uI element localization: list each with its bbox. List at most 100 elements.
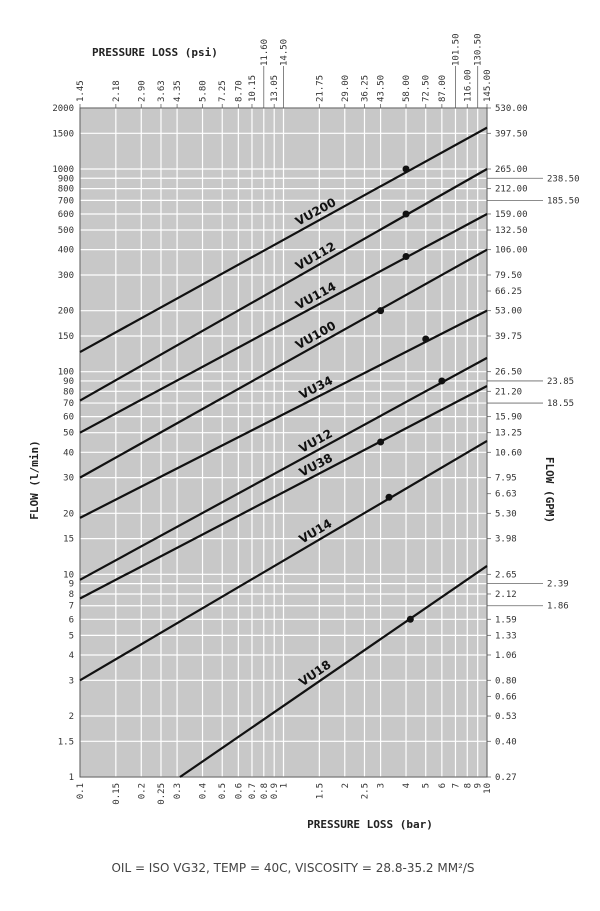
y2-tick-label: 132.50 (495, 226, 528, 236)
x-tick-label: 8 (463, 783, 473, 788)
x2-tick-label: 130.50 (474, 33, 484, 66)
x-tick-label: 7 (451, 783, 461, 788)
x-tick-label: 2.5 (360, 783, 370, 799)
x2-tick-label: 14.50 (280, 39, 290, 66)
y2-tick-label: 1.33 (495, 631, 517, 641)
x2-tick-label: 4.35 (173, 80, 183, 102)
x-tick-label: 9 (474, 783, 484, 788)
x-tick-label: 0.1 (76, 783, 86, 799)
plot-frame (79, 107, 488, 778)
x2-tick-label: 72.50 (422, 75, 432, 102)
y2-tick-label: 2.65 (495, 570, 517, 580)
x-tick-label: 5 (422, 783, 432, 788)
y2-tick-label: 15.90 (495, 413, 522, 423)
y-tick-label: 2 (69, 712, 74, 722)
flow-line (79, 168, 488, 402)
y-tick-label: 600 (58, 210, 74, 220)
x2-tick-label: 87.00 (438, 75, 448, 102)
y-tick-label: 15 (63, 535, 74, 545)
y-tick-label: 70 (63, 399, 74, 409)
x-tick-label: 2 (341, 783, 351, 788)
y2-tick-label: 6.63 (495, 490, 517, 500)
x-tick-label: 0.6 (234, 783, 244, 799)
x-tick-label: 1 (280, 783, 290, 788)
flow-line (79, 309, 488, 519)
x2-tick-label: 11.60 (260, 39, 270, 66)
x2-tick-label: 43.50 (377, 75, 387, 102)
x-tick-label: 1.5 (315, 783, 325, 799)
x2-tick-label: 2.90 (137, 80, 147, 102)
y2-tick-label: 0.53 (495, 712, 517, 722)
x-tick-label: 0.2 (137, 783, 147, 799)
y2-tick-label: 1.59 (495, 615, 517, 625)
y2-tick-label: 0.27 (495, 773, 517, 783)
x-tick-label: 10 (483, 783, 493, 794)
y-tick-label: 40 (63, 448, 74, 458)
x-tick-label: 6 (438, 783, 448, 788)
y2-axis-label: FLOW (GPM) (543, 457, 556, 523)
y2-tick-label: 5.30 (495, 509, 517, 519)
x2-tick-label: 3.63 (157, 80, 167, 102)
x-tick-label: 0.5 (218, 783, 228, 799)
y-axis-label: FLOW (l/min) (28, 440, 41, 519)
y-tick-label: 2000 (52, 104, 74, 114)
y-tick-label: 150 (58, 332, 74, 342)
y-tick-label: 8 (69, 590, 74, 600)
y2-tick-label: 0.80 (495, 676, 517, 686)
flow-line (79, 248, 488, 479)
x2-tick-label: 1.45 (76, 80, 86, 102)
y2-tick-label: 397.50 (495, 129, 528, 139)
x2-tick-label: 5.80 (199, 80, 209, 102)
y2-tick-label: 185.50 (547, 196, 580, 206)
y-tick-label: 6 (69, 615, 74, 625)
x-tick-label: 0.4 (199, 783, 209, 799)
y2-tick-label: 3.98 (495, 535, 517, 545)
y2-tick-label: 106.00 (495, 246, 528, 256)
y2-tick-label: 212.00 (495, 185, 528, 195)
y2-tick-label: 21.20 (495, 387, 522, 397)
y-tick-label: 7 (69, 602, 74, 612)
x2-tick-label: 10.15 (248, 75, 258, 102)
y-tick-label: 1.5 (58, 737, 74, 747)
y-tick-label: 50 (63, 429, 74, 439)
y-tick-label: 200 (58, 307, 74, 317)
x-tick-label: 0.7 (248, 783, 258, 799)
x2-tick-label: 101.50 (451, 33, 461, 66)
x2-tick-label: 145.00 (483, 69, 493, 102)
y-tick-label: 1500 (52, 129, 74, 139)
x2-tick-label: 8.70 (234, 80, 244, 102)
y2-tick-label: 159.00 (495, 210, 528, 220)
x-tick-label: 0.15 (112, 783, 122, 805)
x-axis-label: PRESSURE LOSS (bar) (307, 818, 433, 831)
rated-point (402, 165, 410, 173)
y2-tick-label: 10.60 (495, 448, 522, 458)
x2-tick-label: 29.00 (341, 75, 351, 102)
y-tick-label: 100 (58, 368, 74, 378)
y2-tick-label: 53.00 (495, 307, 522, 317)
rated-point (438, 377, 446, 385)
y-tick-label: 9 (69, 580, 74, 590)
y2-tick-label: 66.25 (495, 287, 522, 297)
y-tick-label: 400 (58, 246, 74, 256)
rated-point (377, 307, 385, 315)
x2-tick-label: 13.05 (270, 75, 280, 102)
x-tick-label: 0.25 (157, 783, 167, 805)
y-tick-label: 30 (63, 474, 74, 484)
rated-point (406, 615, 414, 623)
flow-line (79, 126, 488, 353)
y2-tick-label: 265.00 (495, 165, 528, 175)
y2-tick-label: 18.55 (547, 399, 574, 409)
y2-tick-label: 2.39 (547, 580, 569, 590)
y2-tick-label: 23.85 (547, 377, 574, 387)
y-tick-label: 20 (63, 509, 74, 519)
x-tick-label: 3 (377, 783, 387, 788)
rated-point (377, 438, 385, 446)
x2-tick-label: 21.75 (315, 75, 325, 102)
y-tick-label: 300 (58, 271, 74, 281)
rated-point (385, 493, 393, 501)
x2-tick-label: 2.18 (112, 80, 122, 102)
y2-tick-label: 7.95 (495, 474, 517, 484)
y-tick-label: 80 (63, 387, 74, 397)
x-tick-label: 0.9 (270, 783, 280, 799)
